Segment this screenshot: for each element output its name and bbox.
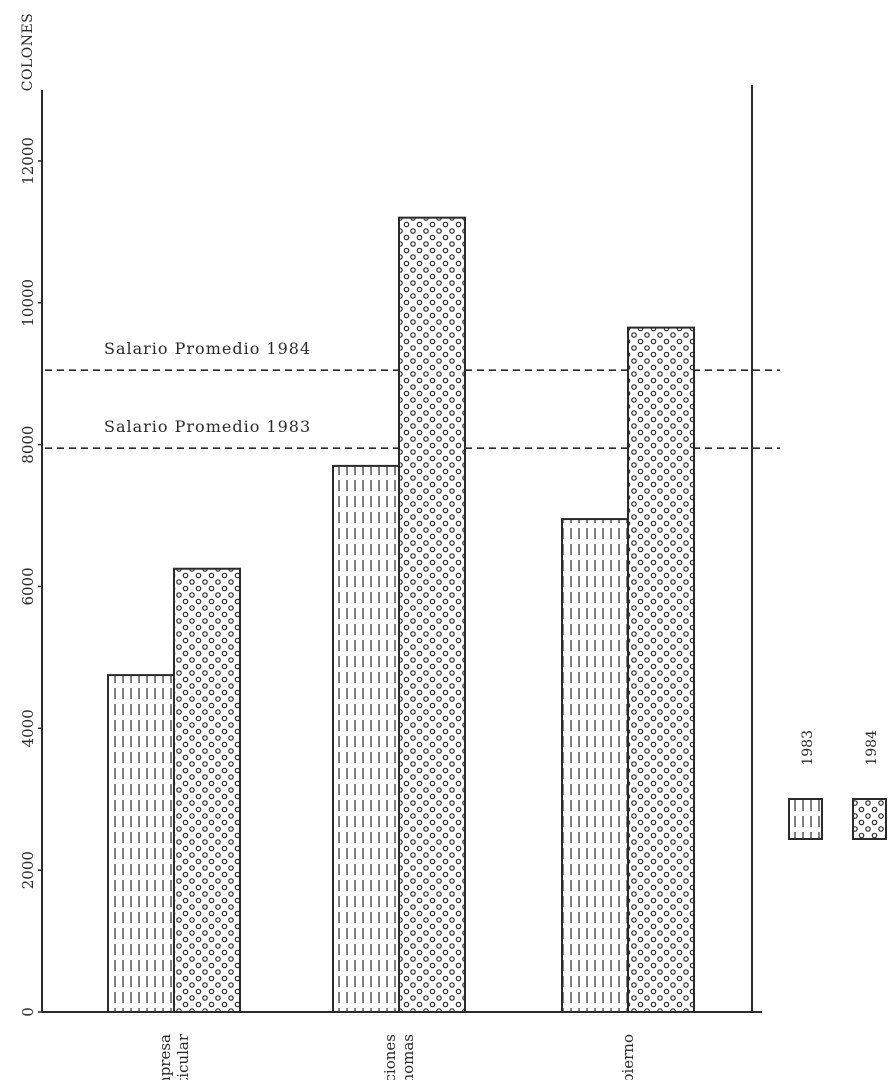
y-tick-label: 0: [19, 1007, 37, 1017]
bars: [107, 216, 695, 1014]
legend-swatch-1984: [852, 798, 887, 840]
y-tick-labels: 0 2000 4000 6000 8000 10000 12000: [19, 137, 37, 1017]
bar-1983: [332, 464, 400, 1013]
bar-1983: [561, 518, 629, 1013]
category-label: Empresa: [156, 1034, 174, 1080]
y-tick-label: 12000: [19, 137, 37, 185]
category-label: Autónomas: [399, 1034, 417, 1080]
y-axis-title: COLONES: [20, 13, 36, 92]
legend-swatch-1983: [788, 798, 823, 840]
category-label: Particular: [174, 1033, 192, 1080]
bar-1983: [107, 674, 175, 1013]
category-label: Gobierno: [619, 1034, 637, 1080]
y-tick-label: 8000: [19, 426, 37, 464]
legend-label: 1984: [864, 730, 880, 766]
y-tick-label: 10000: [19, 279, 37, 327]
legend-label: 1983: [800, 730, 816, 766]
reference-line-label: Salario Promedio 1984: [104, 339, 311, 358]
bar-1984: [173, 567, 241, 1013]
bar-1984: [398, 216, 466, 1013]
y-tick-label: 2000: [19, 851, 37, 889]
y-tick-label: 6000: [19, 567, 37, 605]
legend: 1983 1984: [788, 730, 887, 840]
bar-1984: [627, 326, 695, 1014]
y-tick-label: 4000: [19, 709, 37, 747]
reference-line-label: Salario Promedio 1983: [104, 417, 311, 436]
category-label: Instituciones: [381, 1034, 399, 1080]
